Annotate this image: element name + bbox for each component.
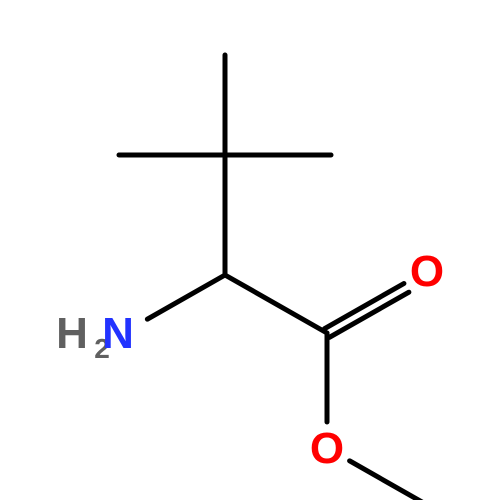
labels-layer: H2NOO [56, 247, 444, 473]
bond [350, 461, 429, 500]
atom-label-n_amine: N [102, 309, 134, 358]
bond [325, 284, 404, 329]
atom-label-n_amine: H [56, 309, 88, 358]
bonds-layer [119, 55, 429, 500]
atom-label-o_dbl: O [410, 247, 444, 296]
molecule-canvas: H2NOO [0, 0, 500, 500]
bond [225, 275, 327, 333]
atom-label-o_single: O [310, 424, 344, 473]
bond [147, 275, 225, 319]
bond [329, 292, 408, 337]
